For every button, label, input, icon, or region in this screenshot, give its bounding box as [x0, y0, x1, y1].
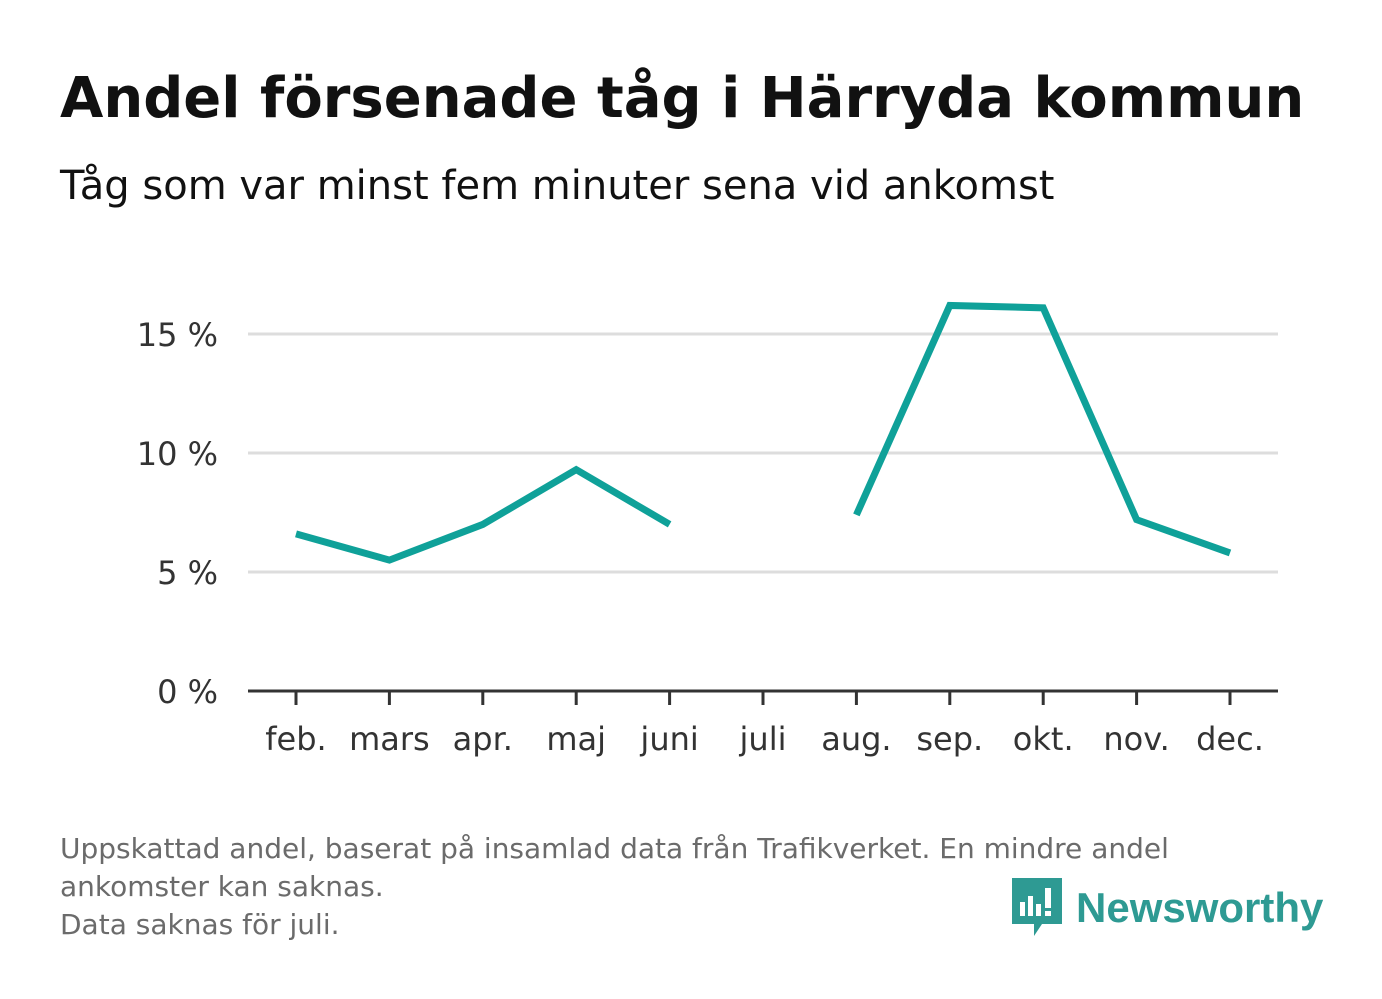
- x-tick-label: dec.: [1196, 720, 1264, 758]
- series-line: [295, 301, 1232, 564]
- y-tick-label: 5 %: [157, 554, 218, 592]
- x-tick-label: nov.: [1103, 720, 1169, 758]
- footnote-line: ankomster kan saknas.: [60, 870, 384, 903]
- series-line-segment: [853, 301, 1232, 557]
- newsworthy-logo-icon: [1012, 878, 1062, 936]
- x-axis-ticks: feb. mars apr. maj juni juli aug. sep. okt. nov. d…: [265, 691, 1264, 758]
- x-tick-label: maj: [546, 720, 606, 758]
- brand-name: Newsworthy: [1076, 884, 1324, 931]
- x-tick-label: apr.: [453, 720, 513, 758]
- x-tick-label: mars: [349, 720, 430, 758]
- y-tick-label: 10 %: [137, 435, 218, 473]
- chart-title: Andel försenade tåg i Härryda kommun: [60, 66, 1305, 131]
- y-tick-label: 0 %: [157, 673, 218, 711]
- x-tick-label: okt.: [1013, 720, 1074, 758]
- y-tick-label: 15 %: [137, 316, 218, 354]
- series-line-segment: [295, 465, 672, 564]
- x-tick-label: sep.: [916, 720, 983, 758]
- gridlines: [248, 332, 1278, 574]
- x-tick-label: juni: [639, 720, 698, 758]
- footnote-line: Uppskattad andel, baserat på insamlad da…: [60, 832, 1169, 865]
- x-tick-label: feb.: [265, 720, 326, 758]
- x-tick-label: juli: [739, 720, 787, 758]
- footnote-line: Data saknas för juli.: [60, 908, 340, 941]
- brand-logo: Newsworthy: [1012, 878, 1323, 938]
- chart-subtitle: Tåg som var minst fem minuter sena vid a…: [60, 163, 1055, 209]
- y-axis-ticks: 0 % 5 % 10 % 15 %: [137, 316, 218, 711]
- x-tick-label: aug.: [821, 720, 891, 758]
- footnote: Uppskattad andel, baserat på insamlad da…: [60, 830, 1169, 944]
